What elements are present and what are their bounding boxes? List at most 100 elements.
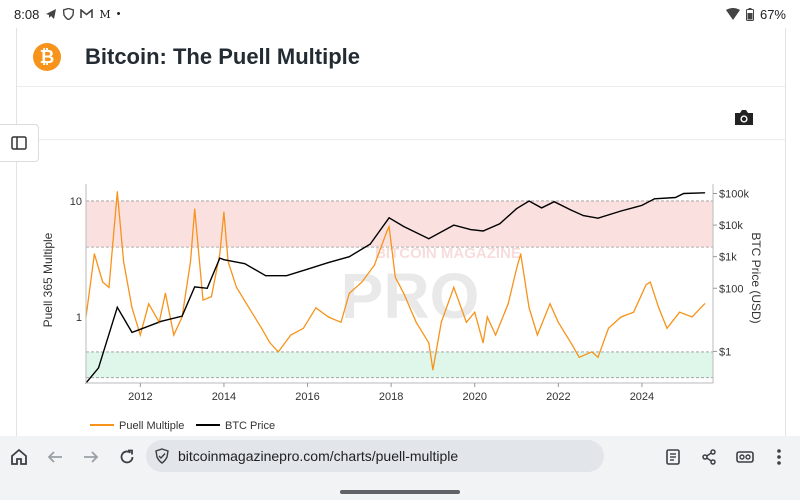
puell-point bbox=[394, 276, 396, 278]
puell-point bbox=[386, 230, 388, 232]
puell-point bbox=[549, 303, 551, 305]
reload-button[interactable] bbox=[114, 444, 140, 470]
site-info-icon[interactable] bbox=[154, 448, 170, 464]
forward-button[interactable] bbox=[78, 444, 104, 470]
price-point bbox=[674, 196, 676, 199]
puell-point bbox=[649, 281, 651, 283]
puell-point bbox=[666, 327, 668, 329]
chart-marks bbox=[85, 191, 706, 384]
y2-axis-label: BTC Price (USD) bbox=[749, 232, 763, 323]
incognito-tabs-button[interactable] bbox=[732, 444, 758, 470]
puell-point bbox=[223, 211, 225, 213]
price-point bbox=[403, 225, 405, 228]
share-icon bbox=[702, 449, 716, 465]
puell-point bbox=[361, 281, 363, 283]
back-arrow-icon bbox=[47, 451, 62, 463]
shield-icon bbox=[63, 8, 75, 20]
y2-tick-label: $100k bbox=[719, 189, 749, 201]
menu-button[interactable] bbox=[766, 444, 792, 470]
x-tick-label: 2024 bbox=[630, 391, 654, 403]
price-point bbox=[97, 367, 100, 369]
puell-point bbox=[302, 327, 304, 329]
share-button[interactable] bbox=[696, 444, 722, 470]
puell-point bbox=[557, 321, 559, 323]
puell-point bbox=[388, 226, 390, 228]
sidebar-icon bbox=[11, 136, 27, 150]
puell-point bbox=[139, 334, 141, 336]
puell-point bbox=[210, 295, 212, 298]
puell-point bbox=[678, 311, 681, 313]
puell-point bbox=[173, 334, 175, 336]
puell-point bbox=[102, 281, 104, 283]
camera-icon[interactable] bbox=[733, 109, 755, 127]
price-point bbox=[620, 210, 622, 212]
price-point bbox=[528, 200, 530, 202]
glasses-icon bbox=[736, 451, 754, 463]
y-axis-label: Puell 365 Multiple bbox=[41, 232, 55, 327]
puell-point bbox=[691, 316, 693, 318]
puell-point bbox=[486, 316, 488, 318]
watermark-line1: BITCOIN MAGAZINE bbox=[375, 245, 521, 262]
price-point bbox=[286, 275, 288, 277]
price-point bbox=[223, 259, 225, 261]
price-point bbox=[428, 238, 430, 240]
puell-point bbox=[597, 356, 599, 358]
price-point bbox=[206, 287, 208, 289]
price-point bbox=[139, 328, 141, 330]
back-button[interactable] bbox=[42, 444, 68, 470]
reader-mode-button[interactable] bbox=[660, 444, 686, 470]
reader-icon bbox=[666, 449, 680, 465]
watermark-line2: PRO bbox=[341, 260, 480, 332]
price-point bbox=[369, 243, 371, 245]
y2-tick-label: $100 bbox=[719, 283, 743, 295]
y-tick-label: 10 bbox=[70, 196, 82, 208]
x-tick-label: 2022 bbox=[546, 391, 570, 403]
price-point bbox=[327, 261, 330, 264]
gmail-icon bbox=[80, 9, 94, 18]
puell-point bbox=[658, 307, 660, 309]
puell-point bbox=[528, 307, 530, 309]
home-button[interactable] bbox=[6, 444, 32, 470]
sidebar-toggle-button[interactable] bbox=[0, 124, 39, 162]
puell-point bbox=[340, 321, 342, 323]
wifi-icon bbox=[725, 8, 740, 20]
page-title: Bitcoin: The Puell Multiple bbox=[85, 44, 360, 69]
puell-point bbox=[260, 327, 263, 329]
puell-point bbox=[131, 307, 133, 309]
puell-point bbox=[93, 253, 95, 255]
legend-price[interactable]: BTC Price bbox=[225, 420, 275, 432]
forward-arrow-icon bbox=[84, 451, 99, 463]
status-time: 8:08 bbox=[14, 6, 40, 22]
puell-multiple-chart: BITCOIN MAGAZINE PRO 1 10 $1 $100 $1k $10k $10… bbox=[41, 184, 763, 432]
puell-point bbox=[432, 369, 434, 371]
x-tick-label: 2012 bbox=[128, 391, 152, 403]
puell-point bbox=[315, 307, 317, 309]
reload-icon bbox=[120, 449, 134, 464]
puell-point bbox=[482, 342, 484, 344]
puell-point bbox=[515, 268, 518, 270]
url-text[interactable]: bitcoinmagazinepro.com/charts/puell-mult… bbox=[178, 448, 459, 464]
dot-icon: • bbox=[116, 8, 121, 20]
puell-point bbox=[536, 334, 539, 336]
legend-puell[interactable]: Puell Multiple bbox=[119, 420, 184, 432]
puell-point bbox=[578, 356, 580, 358]
puell-point bbox=[189, 261, 192, 263]
price-point bbox=[653, 198, 656, 200]
puell-point bbox=[164, 292, 167, 294]
browser-bar: bitcoinmagazinepro.com/charts/puell-mult… bbox=[0, 436, 800, 500]
legend: Puell Multiple BTC Price bbox=[90, 420, 275, 432]
puell-point bbox=[495, 334, 497, 336]
puell-point bbox=[227, 261, 229, 263]
url-bar[interactable]: bitcoinmagazinepro.com/charts/puell-mult… bbox=[146, 440, 604, 472]
home-icon bbox=[11, 448, 27, 465]
y2-tick-label: $1k bbox=[719, 252, 737, 264]
puell-point bbox=[632, 311, 635, 313]
price-point bbox=[582, 214, 585, 217]
price-point bbox=[570, 209, 572, 211]
puell-point bbox=[194, 208, 196, 210]
title-bar: ₿ Bitcoin: The Puell Multiple bbox=[17, 28, 785, 87]
y-tick-label: 1 bbox=[76, 312, 82, 324]
puell-point bbox=[235, 286, 238, 288]
x-tick-label: 2016 bbox=[295, 391, 319, 403]
puell-point bbox=[440, 321, 442, 323]
